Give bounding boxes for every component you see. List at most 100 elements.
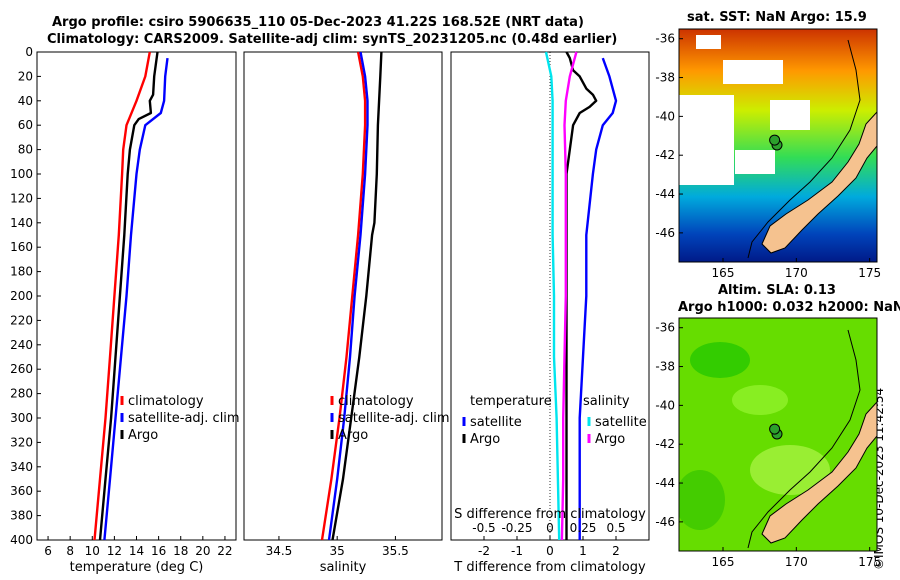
sst-map-y-tick-label: -38 [655, 71, 675, 85]
salinity-legend-label: Argo [338, 428, 368, 443]
sst-cloud-gap [770, 100, 810, 130]
depth-tick-label: 100 [10, 167, 33, 181]
depth-tick-label: 80 [18, 143, 33, 157]
temperature-axes-box [36, 51, 237, 541]
sla-map-x-tick-label: 175 [858, 555, 881, 569]
difference-legend-label: Argo [595, 432, 625, 447]
temperature-legend-label: satellite-adj. clim [128, 411, 240, 426]
difference-s-tick-label: 0.5 [606, 521, 625, 535]
difference-s-tick-label: -0.25 [501, 521, 532, 535]
salinity-legend-label: satellite-adj. clim [338, 411, 450, 426]
salinity-x-tick-label: 34.5 [266, 544, 293, 558]
difference-x-tick-label: 0 [546, 544, 554, 558]
temperature-x-tick-label: 14 [129, 544, 144, 558]
temperature-x-tick-label: 8 [66, 544, 74, 558]
sst-map-x-tick-label: 165 [712, 266, 735, 280]
sst-map-argo-position [769, 134, 781, 146]
depth-tick-label: 120 [10, 191, 33, 205]
difference-legend-label: satellite [470, 415, 522, 430]
salinity-legend-label: climatology [338, 394, 414, 409]
sst-cloud-gap [735, 150, 775, 174]
depth-tick-label: 60 [18, 118, 33, 132]
difference-legend-label: Argo [470, 432, 500, 447]
depth-tick-label: 20 [18, 69, 33, 83]
sla-map-x-tick-label: 165 [712, 555, 735, 569]
sla-field-patch [679, 470, 725, 530]
sla-map-y-tick-label: -36 [655, 321, 675, 335]
salinity-series-satellite-adj-clim [327, 51, 369, 541]
sla-map [679, 318, 877, 551]
sst-cloud-gap [696, 35, 721, 49]
sla-map-y-tick-label: -46 [655, 515, 675, 529]
depth-tick-label: 340 [10, 460, 33, 474]
sla-map-y-tick-label: -42 [655, 437, 675, 451]
difference-x-axis-label: T difference from climatology [453, 560, 646, 575]
sla-isobath [747, 329, 861, 549]
salinity-x-tick-label: 35 [330, 544, 345, 558]
difference-x-tick-label: -1 [511, 544, 523, 558]
sla-map-title-line1: Altim. SLA: 0.13 [718, 283, 836, 298]
sst-map-y-tick-label: -42 [655, 148, 675, 162]
difference-legend-temperature-heading: temperature [470, 394, 552, 409]
temperature-x-tick-label: 12 [107, 544, 122, 558]
depth-tick-label: 240 [10, 338, 33, 352]
salinity-x-tick-label: 35.5 [382, 544, 409, 558]
sla-map-frame [678, 317, 878, 552]
sla-field-patch [690, 342, 750, 378]
difference-s-tick-label: -0.5 [472, 521, 495, 535]
sst-map-x-tick-label: 175 [858, 266, 881, 280]
difference-series-temperature-Argo [565, 51, 598, 540]
sst-isobath [747, 39, 861, 259]
temperature-x-tick-label: 20 [195, 544, 210, 558]
sla-map-title-line2: Argo h1000: 0.032 h2000: NaN [678, 300, 900, 315]
depth-tick-label: 300 [10, 411, 33, 425]
salinity-x-axis-label: salinity [320, 560, 367, 575]
temperature-x-tick-label: 6 [44, 544, 52, 558]
sst-map-x-tick-label: 170 [785, 266, 808, 280]
depth-tick-label: 380 [10, 509, 33, 523]
sst-map-y-tick-label: -44 [655, 187, 675, 201]
difference-legend-label: satellite [595, 415, 647, 430]
depth-tick-label: 220 [10, 313, 33, 327]
temperature-series-climatology [93, 51, 151, 541]
difference-x-tick-label: -2 [478, 544, 490, 558]
temperature-x-tick-label: 22 [217, 544, 232, 558]
depth-tick-label: 320 [10, 435, 33, 449]
figure-title-line2: Climatology: CARS2009. Satellite-adj cli… [47, 32, 618, 47]
salinity-axes-box [243, 51, 443, 541]
depth-tick-label: 0 [25, 45, 33, 59]
difference-s-axis-label: S difference from climatology [454, 507, 646, 522]
temperature-x-tick-label: 16 [151, 544, 166, 558]
depth-tick-label: 360 [10, 484, 33, 498]
difference-x-tick-label: 2 [612, 544, 620, 558]
sla-map-y-tick-label: -44 [655, 476, 675, 490]
temperature-x-tick-label: 18 [173, 544, 188, 558]
difference-series-temperature-satellite [578, 57, 618, 540]
salinity-series-climatology [320, 51, 367, 541]
depth-tick-label: 400 [10, 533, 33, 547]
sst-cloud-gap [723, 60, 783, 84]
depth-tick-label: 160 [10, 240, 33, 254]
sst-map-title: sat. SST: NaN Argo: 15.9 [687, 10, 867, 25]
sla-land-mass [761, 318, 877, 544]
salinity-series-argo [331, 51, 383, 541]
temperature-legend-label: Argo [128, 428, 158, 443]
sla-map-y-tick-label: -40 [655, 398, 675, 412]
sla-map-y-tick-label: -38 [655, 360, 675, 374]
sst-map-frame [678, 28, 878, 263]
depth-tick-label: 200 [10, 289, 33, 303]
sst-cloud-gap [679, 95, 734, 185]
sla-map-x-tick-label: 170 [785, 555, 808, 569]
temperature-x-tick-label: 10 [85, 544, 100, 558]
temperature-series-satellite-adj-clim [103, 57, 169, 541]
sst-map [679, 29, 877, 262]
figure-title-line1: Argo profile: csiro 5906635_110 05-Dec-2… [52, 15, 584, 30]
difference-series-salinity-Argo [560, 51, 578, 541]
temperature-legend-label: climatology [128, 394, 204, 409]
sst-map-y-tick-label: -36 [655, 32, 675, 46]
sla-field-patch [750, 445, 830, 495]
difference-legend-salinity-heading: salinity [583, 394, 630, 409]
temperature-series-argo [98, 51, 159, 541]
sst-land-mass [761, 29, 877, 254]
